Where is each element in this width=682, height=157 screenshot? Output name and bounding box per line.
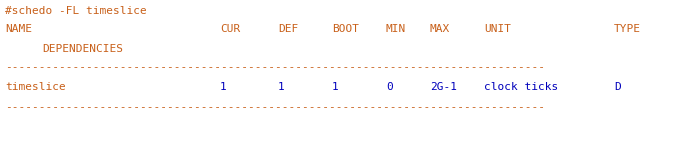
Text: 1: 1 <box>220 82 226 92</box>
Text: D: D <box>614 82 621 92</box>
Text: 1: 1 <box>278 82 285 92</box>
Text: DEF: DEF <box>278 24 298 34</box>
Text: #schedo -FL timeslice: #schedo -FL timeslice <box>5 6 147 16</box>
Text: clock ticks: clock ticks <box>484 82 559 92</box>
Text: timeslice: timeslice <box>5 82 65 92</box>
Text: MIN: MIN <box>386 24 406 34</box>
Text: --------------------------------------------------------------------------------: ----------------------------------------… <box>5 102 545 112</box>
Text: DEPENDENCIES: DEPENDENCIES <box>42 44 123 54</box>
Text: 2G-1: 2G-1 <box>430 82 457 92</box>
Text: --------------------------------------------------------------------------------: ----------------------------------------… <box>5 62 545 72</box>
Text: 1: 1 <box>332 82 339 92</box>
Text: NAME: NAME <box>5 24 32 34</box>
Text: BOOT: BOOT <box>332 24 359 34</box>
Text: CUR: CUR <box>220 24 240 34</box>
Text: 0: 0 <box>386 82 393 92</box>
Text: UNIT: UNIT <box>484 24 511 34</box>
Text: MAX: MAX <box>430 24 450 34</box>
Text: TYPE: TYPE <box>614 24 641 34</box>
